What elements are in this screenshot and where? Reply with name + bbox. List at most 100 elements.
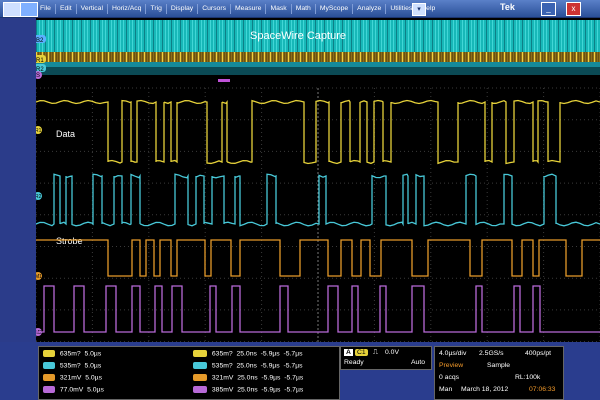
bus-stripe: [597, 20, 598, 52]
bus-stripe: [426, 20, 427, 52]
menu-math[interactable]: Math: [292, 3, 316, 14]
bus-stripe: [579, 20, 580, 52]
menu-myscope[interactable]: MyScope: [316, 3, 354, 14]
trigger-readout[interactable]: A C1 ⎍ 0.0V Ready Auto: [340, 346, 432, 370]
bus-stripe-r1: [392, 52, 393, 62]
bus-stripe: [57, 20, 58, 52]
menu-vertical[interactable]: Vertical: [77, 3, 108, 14]
menu-analyze[interactable]: Analyze: [353, 3, 387, 14]
scope-icon[interactable]: [20, 2, 38, 17]
zoom-position-marker[interactable]: [218, 79, 230, 82]
bus-stripe-r1: [306, 52, 307, 62]
marker-m1[interactable]: M1: [34, 272, 42, 280]
bus-stripe-r1: [348, 52, 349, 62]
trigger-slope-icon: ⎍: [373, 349, 378, 356]
bus-stripe: [90, 20, 91, 52]
bus-stripe-r1: [556, 52, 557, 62]
bus-stripe-r1: [80, 52, 81, 62]
acq-mode: Sample: [487, 362, 511, 369]
bus-stripe-r1: [104, 52, 105, 62]
bus-stripe: [60, 20, 61, 52]
bus-stripe-r1: [536, 52, 537, 62]
bus-stripe-r1: [174, 52, 175, 62]
bus-stripe: [309, 20, 310, 52]
bus-stripe-r1: [466, 52, 467, 62]
bus-stripe-r1: [70, 52, 71, 62]
bus-stripe-r1: [228, 52, 229, 62]
bus-stripe-r1: [576, 52, 577, 62]
acq-time: 07:06:33: [529, 386, 556, 393]
menu-display[interactable]: Display: [167, 3, 199, 14]
marker-r1[interactable]: R1: [34, 55, 46, 64]
menu-trig[interactable]: Trig: [146, 3, 167, 14]
bus-stripe-r1: [582, 52, 583, 62]
bus-stripe: [123, 20, 124, 52]
bus-stripe-r1: [312, 52, 313, 62]
bus-stripe-r1: [454, 52, 455, 62]
bus-stripe: [573, 20, 574, 52]
bus-stripe-r1: [220, 52, 221, 62]
acq-preview-status: Preview: [439, 362, 464, 369]
bus-stripe: [132, 20, 133, 52]
bus-stripe-r1: [140, 52, 141, 62]
minimize-button[interactable]: _: [541, 2, 556, 16]
bus-stripe-r1: [156, 52, 157, 62]
marker-r2[interactable]: R2: [34, 64, 46, 73]
marker-data-r1[interactable]: R1: [34, 126, 42, 134]
zoom-r2-scale: 535m?: [211, 362, 233, 370]
bus-stripe-r1: [424, 52, 425, 62]
zoom-row-r2: 535m? 25.0ns -5.9µs -5.7µs: [193, 362, 303, 369]
bus-stripe-r1: [56, 52, 57, 62]
app-icon[interactable]: [3, 2, 21, 17]
menu-dropdown-icon[interactable]: ▾: [412, 3, 426, 16]
marker-data-r2[interactable]: R2: [34, 192, 42, 200]
bus-stripe-r1: [186, 52, 187, 62]
bus-stripe: [102, 20, 103, 52]
bus-stripe-r1: [320, 52, 321, 62]
bus-stripe-r1: [246, 52, 247, 62]
measurement-readout[interactable]: 635m? 5.0µs 535m? 5.0µs 321mV 5.0µs 77.0…: [38, 346, 340, 400]
marker-b2[interactable]: B2: [34, 35, 46, 44]
bus-stripe-r1: [456, 52, 457, 62]
bus-stripe: [588, 20, 589, 52]
acq-record-length: RL:100k: [515, 374, 541, 381]
bus-stripe: [324, 20, 325, 52]
menu-cursors[interactable]: Cursors: [198, 3, 231, 14]
bus-stripe-r1: [264, 52, 265, 62]
bus-stripe-r1: [254, 52, 255, 62]
bus-stripe: [186, 20, 187, 52]
bus-stripe-r1: [302, 52, 303, 62]
bus-stripe-r1: [48, 52, 49, 62]
bus-stripe-r1: [58, 52, 59, 62]
bus-stripe-r1: [590, 52, 591, 62]
bus-stripe-r1: [360, 52, 361, 62]
svg-text:M1: M1: [36, 274, 42, 280]
bus-stripe-r1: [296, 52, 297, 62]
acq-timebase: 4.0µs/div: [439, 350, 467, 357]
bus-stripe: [207, 20, 208, 52]
menu-edit[interactable]: Edit: [56, 3, 77, 14]
bus-stripe-r1: [554, 52, 555, 62]
bus-stripe-r1: [268, 52, 269, 62]
bus-stripe-r1: [530, 52, 531, 62]
menu-file[interactable]: File: [36, 3, 56, 14]
menu-mask[interactable]: Mask: [266, 3, 292, 14]
bus-stripe: [189, 20, 190, 52]
menu-measure[interactable]: Measure: [231, 3, 267, 14]
bus-stripe-r1: [526, 52, 527, 62]
bus-stripe: [162, 20, 163, 52]
bus-stripe-r1: [448, 52, 449, 62]
bus-stripe: [339, 20, 340, 52]
marker-s[interactable]: S: [34, 71, 42, 79]
bus-stripe: [237, 20, 238, 52]
close-button[interactable]: x: [566, 2, 581, 16]
bus-stripe: [270, 20, 271, 52]
bus-stripe: [234, 20, 235, 52]
menu-help[interactable]: Help: [421, 4, 436, 12]
bus-stripe-r1: [110, 52, 111, 62]
acquisition-readout[interactable]: 4.0µs/div 2.5GS/s 400ps/pt Preview Sampl…: [434, 346, 564, 400]
waveform-display[interactable]: SpaceWire Capture B2 R1 R2 S R1: [34, 18, 600, 343]
bus-stripe: [204, 20, 205, 52]
bus-stripe: [303, 20, 304, 52]
menu-horiz-acq[interactable]: Horiz/Acq: [108, 3, 147, 14]
